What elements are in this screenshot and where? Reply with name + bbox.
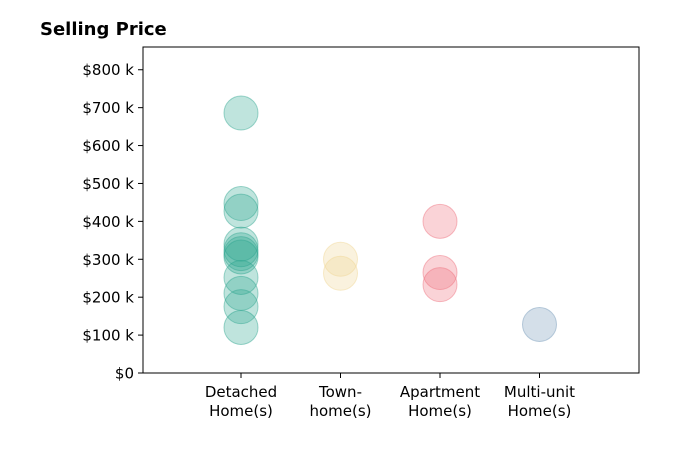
data-point	[223, 193, 259, 229]
x-tick-label: Detached Home(s)	[205, 383, 277, 420]
data-point	[223, 259, 259, 295]
data-point	[223, 275, 259, 311]
y-tick-label: $800 k	[82, 61, 134, 79]
x-axis: Detached Home(s) Town-home(s) Apartment Home…	[205, 373, 575, 420]
data-point	[223, 310, 259, 346]
data-point	[422, 267, 458, 303]
y-tick-label: $700 k	[82, 99, 134, 117]
y-axis: $0 $100 k $200 k $300 k $400 k $500 k $600 k $7…	[82, 61, 143, 383]
chart-title: Selling Price	[40, 19, 167, 40]
x-tick-label: Apartment Home(s)	[400, 383, 480, 420]
data-point	[223, 186, 259, 222]
data-point	[223, 232, 259, 268]
data-point	[422, 203, 458, 239]
y-tick-label: $0	[115, 365, 134, 383]
plot-area-frame	[142, 46, 640, 374]
y-tick-label: $600 k	[82, 137, 134, 155]
data-point	[223, 226, 259, 262]
x-tick-label: Town-home(s)	[309, 383, 371, 420]
y-tick-label: $500 k	[82, 175, 134, 193]
y-tick-label: $300 k	[82, 251, 134, 269]
x-tick-label: Multi-unit Home(s)	[504, 383, 575, 420]
data-point	[522, 306, 557, 342]
data-point	[223, 239, 259, 275]
data-point	[223, 289, 259, 325]
y-tick-label: $400 k	[82, 213, 134, 231]
data-point	[323, 255, 358, 291]
y-tick-label: $200 k	[82, 289, 134, 307]
data-point	[223, 236, 259, 272]
y-tick-label: $100 k	[82, 327, 134, 345]
data-point	[422, 255, 458, 291]
data-point	[223, 95, 259, 131]
data-point	[323, 241, 358, 277]
data-points	[223, 95, 557, 346]
